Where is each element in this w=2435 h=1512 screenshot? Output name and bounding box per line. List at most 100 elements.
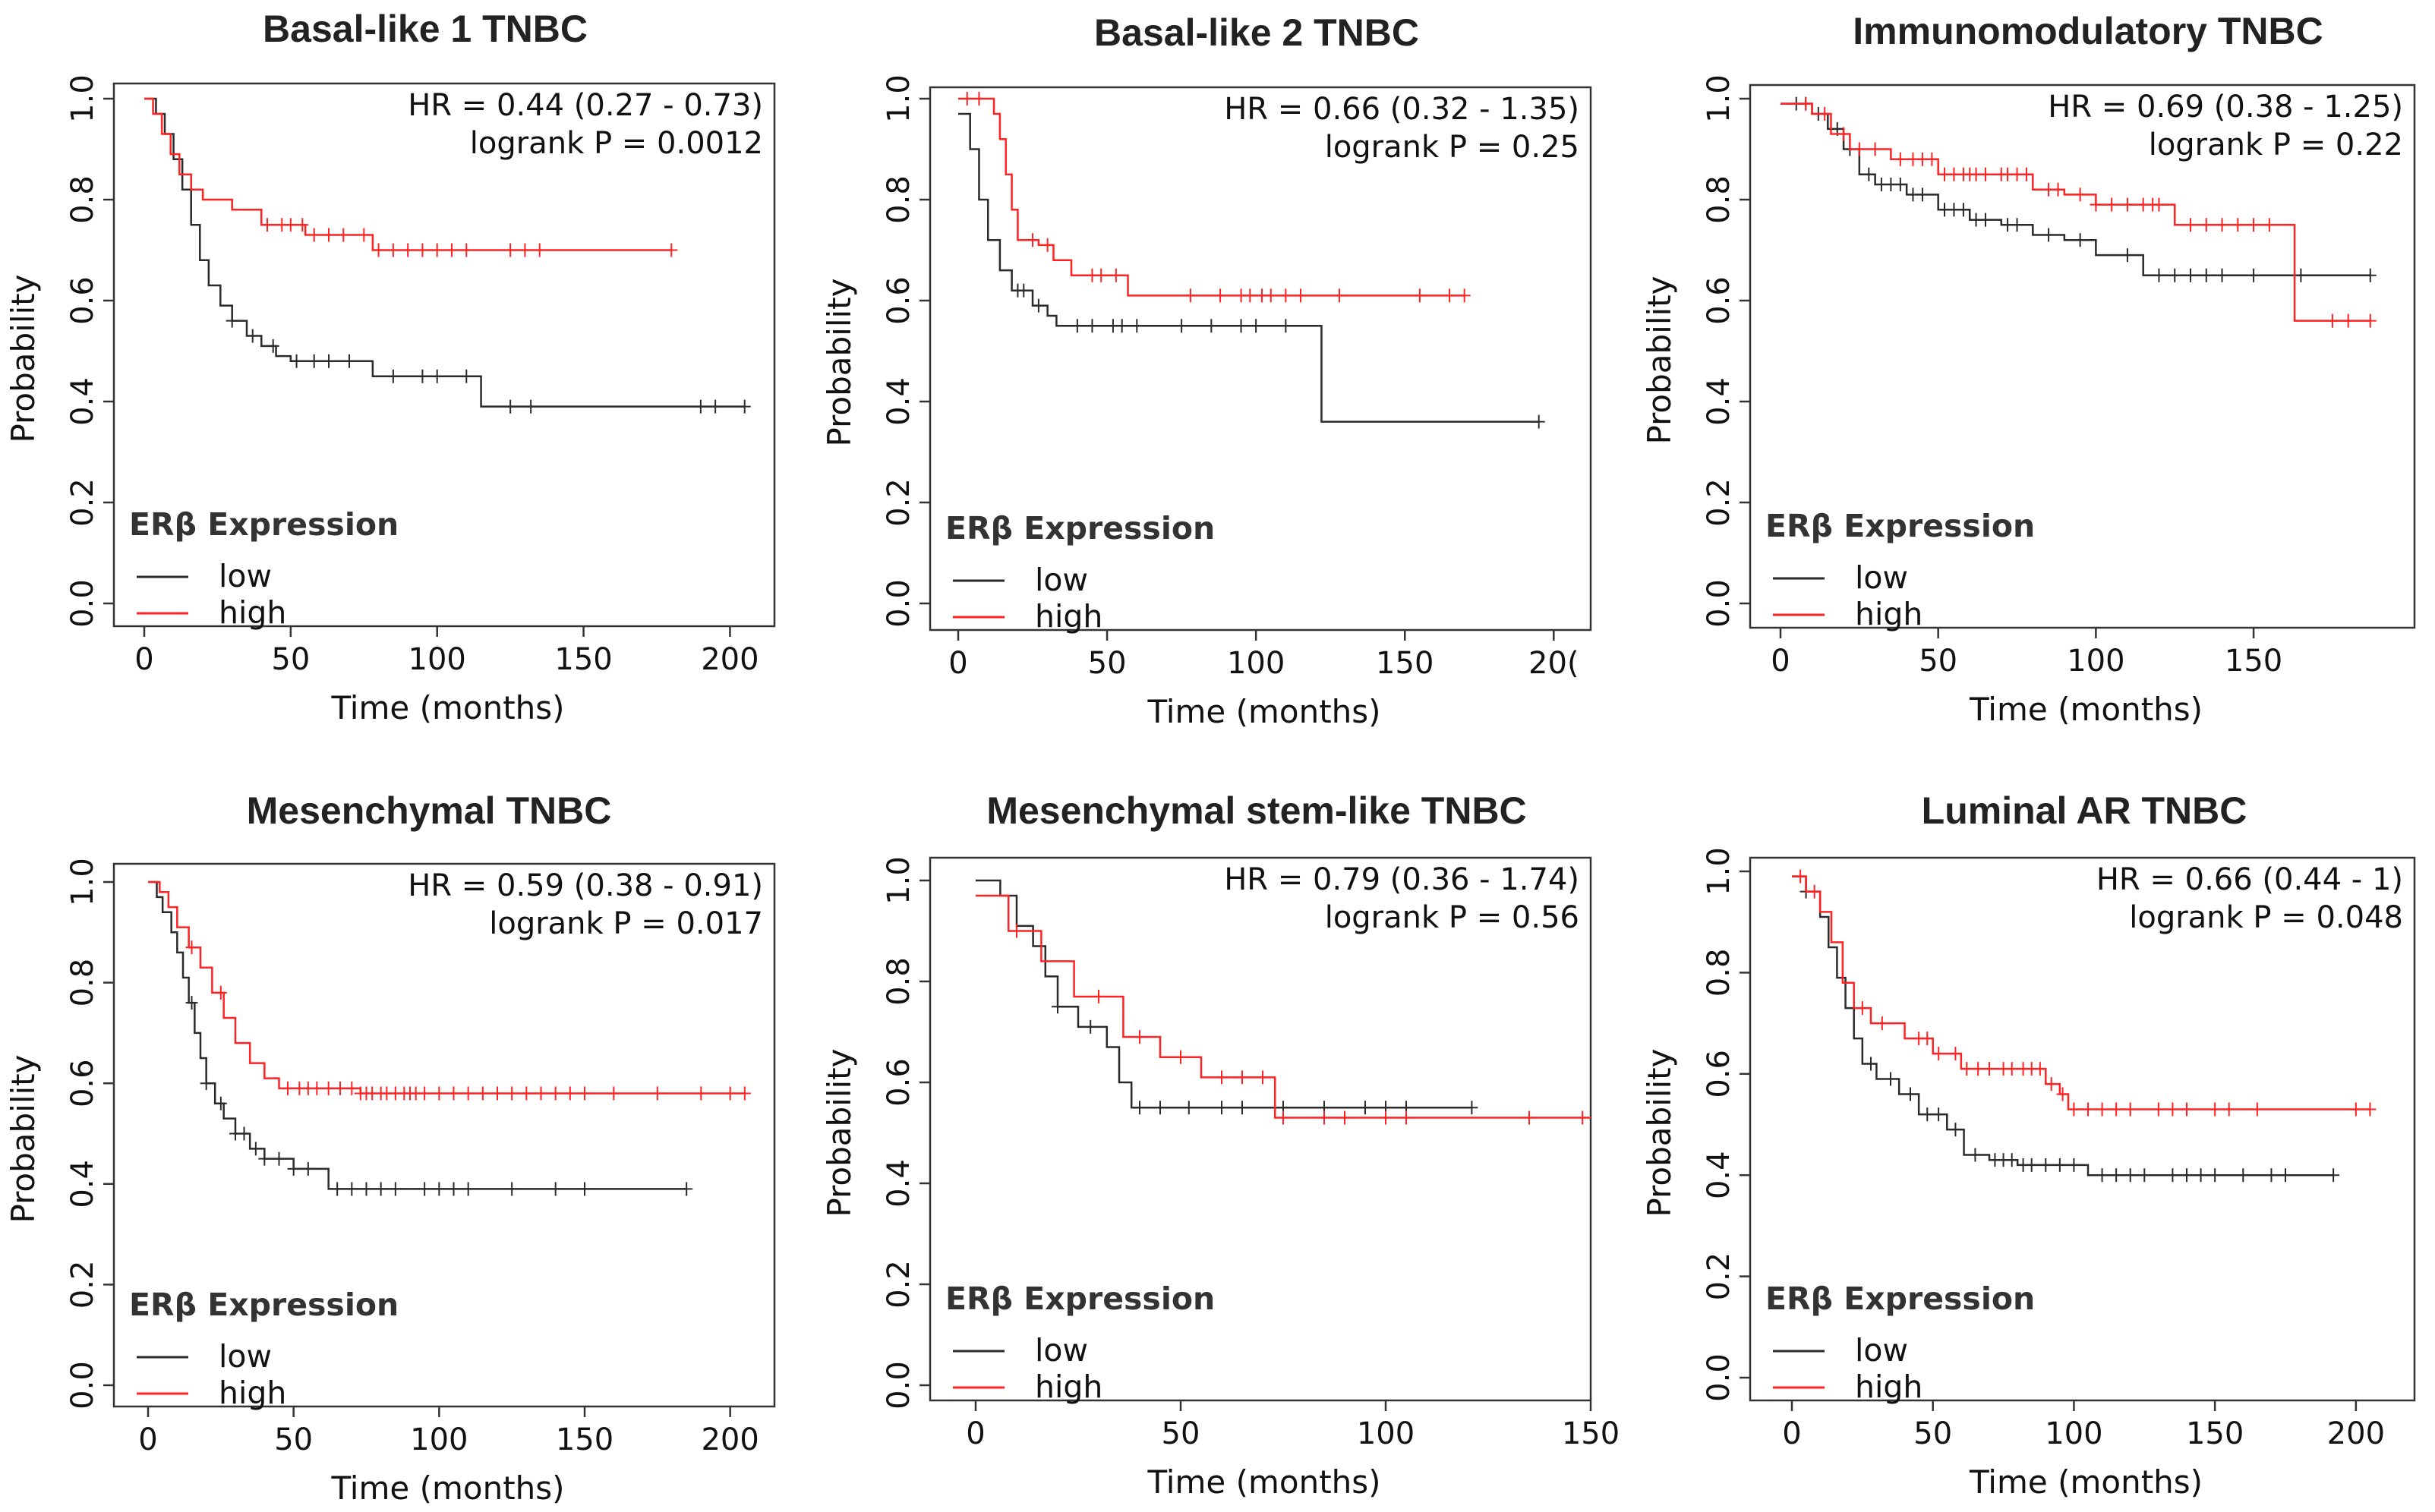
y-tick-label: 1.0 [65, 74, 100, 123]
legend-title: ERβ Expression [945, 510, 1215, 547]
censor-mark-low [2166, 1168, 2179, 1183]
censor-mark-low [273, 1151, 285, 1166]
censor-mark-high [284, 218, 297, 232]
censor-mark-low [238, 1126, 251, 1141]
censor-mark-low [308, 354, 320, 368]
y-axis-label: Probability [821, 278, 858, 446]
censor-mark-low [506, 1182, 519, 1196]
y-axis-label: Probability [5, 274, 42, 443]
censor-mark-high [1214, 288, 1227, 303]
censor-mark-low [1904, 1087, 1916, 1101]
censor-mark-low [1921, 1107, 1934, 1122]
y-tick-label: 0.4 [65, 377, 100, 426]
censor-mark-high [520, 1086, 533, 1101]
censor-mark-high [476, 1086, 489, 1101]
x-tick-label: 150 [1562, 1416, 1620, 1451]
y-tick-label: 0.0 [65, 579, 100, 628]
censor-mark-high [2005, 1062, 2018, 1076]
censor-mark-low [2025, 1158, 2038, 1172]
censor-mark-high [1576, 1110, 1589, 1125]
censor-mark-high [214, 985, 227, 1000]
x-tick-label: 50 [274, 1422, 313, 1457]
y-tick-label: 0.8 [1702, 949, 1736, 997]
logrank-annotation: logrank P = 0.22 [2149, 128, 2403, 162]
censor-mark-high [1869, 142, 1881, 156]
censor-mark-low [1182, 1101, 1195, 1115]
x-tick-label: 0 [966, 1416, 985, 1451]
x-tick-label: 100 [2067, 644, 2124, 679]
censor-mark-high [2181, 1102, 2193, 1117]
hr-annotation: HR = 0.44 (0.27 - 0.73) [408, 88, 763, 123]
curve-low [976, 879, 1472, 1109]
censor-mark-low [1932, 1107, 1945, 1122]
censor-mark-low [1134, 1101, 1146, 1115]
censor-mark-high [2153, 197, 2165, 212]
censor-mark-low [267, 339, 279, 353]
censor-mark-high [2110, 1102, 2123, 1117]
censor-mark-high [506, 1086, 519, 1101]
plot-frame [112, 82, 776, 628]
x-axis-label: Time (months) [330, 1469, 564, 1507]
censor-mark-low [360, 1182, 373, 1196]
censor-mark-low [2011, 218, 2023, 232]
censor-mark-high [2121, 197, 2134, 212]
censor-mark-low [447, 1182, 460, 1196]
censor-mark-low [2279, 1168, 2291, 1183]
censor-mark-low [2194, 1168, 2207, 1183]
censor-mark-low [2074, 233, 2086, 247]
censor-mark-low [460, 369, 473, 383]
km-panel-4: Mesenchymal TNBC 0 50 100 150 200 0.0 0.2 0.4 0.6… [5, 789, 776, 1507]
hr-annotation: HR = 0.69 (0.38 - 1.25) [2048, 90, 2403, 124]
x-tick-label: 200 [701, 642, 759, 677]
censor-mark-high [2364, 313, 2377, 328]
y-tick-label: 0.8 [65, 175, 100, 224]
censor-mark-high [2045, 1077, 2058, 1091]
censor-mark-low [185, 996, 198, 1010]
censor-mark-high [1523, 1110, 1535, 1125]
plot-frame [112, 862, 776, 1408]
censor-mark-high [2216, 218, 2228, 232]
censor-mark-high [579, 1086, 591, 1101]
censor-mark-high [491, 1086, 503, 1101]
censor-mark-high [2232, 218, 2244, 232]
censor-mark-high [2068, 1102, 2080, 1117]
censor-mark-high [386, 243, 399, 257]
censor-mark-high [2166, 1102, 2179, 1117]
x-tick-label: 100 [2045, 1416, 2102, 1451]
censor-mark-low [2039, 1158, 2052, 1172]
censor-mark-high [519, 243, 531, 257]
censor-mark-high [1856, 1001, 1869, 1016]
censor-mark-low [200, 1076, 213, 1091]
censor-mark-low [1205, 319, 1218, 333]
censor-mark-low [2265, 1168, 2278, 1183]
censor-mark-low [1032, 298, 1045, 313]
censor-mark-high [1894, 152, 1907, 166]
censor-mark-high [1875, 1016, 1888, 1031]
x-tick-label: 100 [408, 642, 466, 677]
censor-mark-high [282, 1081, 294, 1095]
y-tick-label: 0.6 [1702, 276, 1736, 325]
censor-mark-high [1339, 1110, 1351, 1125]
x-axis-label: Time (months) [330, 689, 564, 726]
censor-mark-high [2222, 1102, 2235, 1117]
curve-high [958, 97, 1465, 297]
km-panel-3: Immunomodulatory TNBC 0 50 100 150 0.0 0.2 0.4 0… [1641, 10, 2416, 728]
censor-mark-low [2153, 268, 2165, 282]
censor-mark-high [337, 228, 350, 242]
censor-mark-low [1131, 319, 1143, 333]
y-tick-label: 1.0 [1702, 74, 1736, 123]
y-tick-label: 0.4 [65, 1160, 100, 1208]
logrank-annotation: logrank P = 0.0012 [470, 126, 763, 161]
plot-frame [1749, 856, 2416, 1402]
legend-low-label: low [1855, 559, 1908, 596]
censor-mark-high [607, 1086, 620, 1101]
censor-mark-low [2184, 268, 2197, 282]
y-tick-label: 0.4 [1702, 1151, 1736, 1199]
censor-mark-low [2168, 268, 2181, 282]
y-tick-label: 0.4 [1702, 377, 1736, 426]
censor-mark-low [694, 399, 707, 414]
censor-mark-high [296, 218, 309, 232]
x-tick-label: 0 [138, 1422, 157, 1457]
y-tick-label: 0.6 [882, 1058, 916, 1107]
censor-mark-high [2364, 1102, 2377, 1117]
